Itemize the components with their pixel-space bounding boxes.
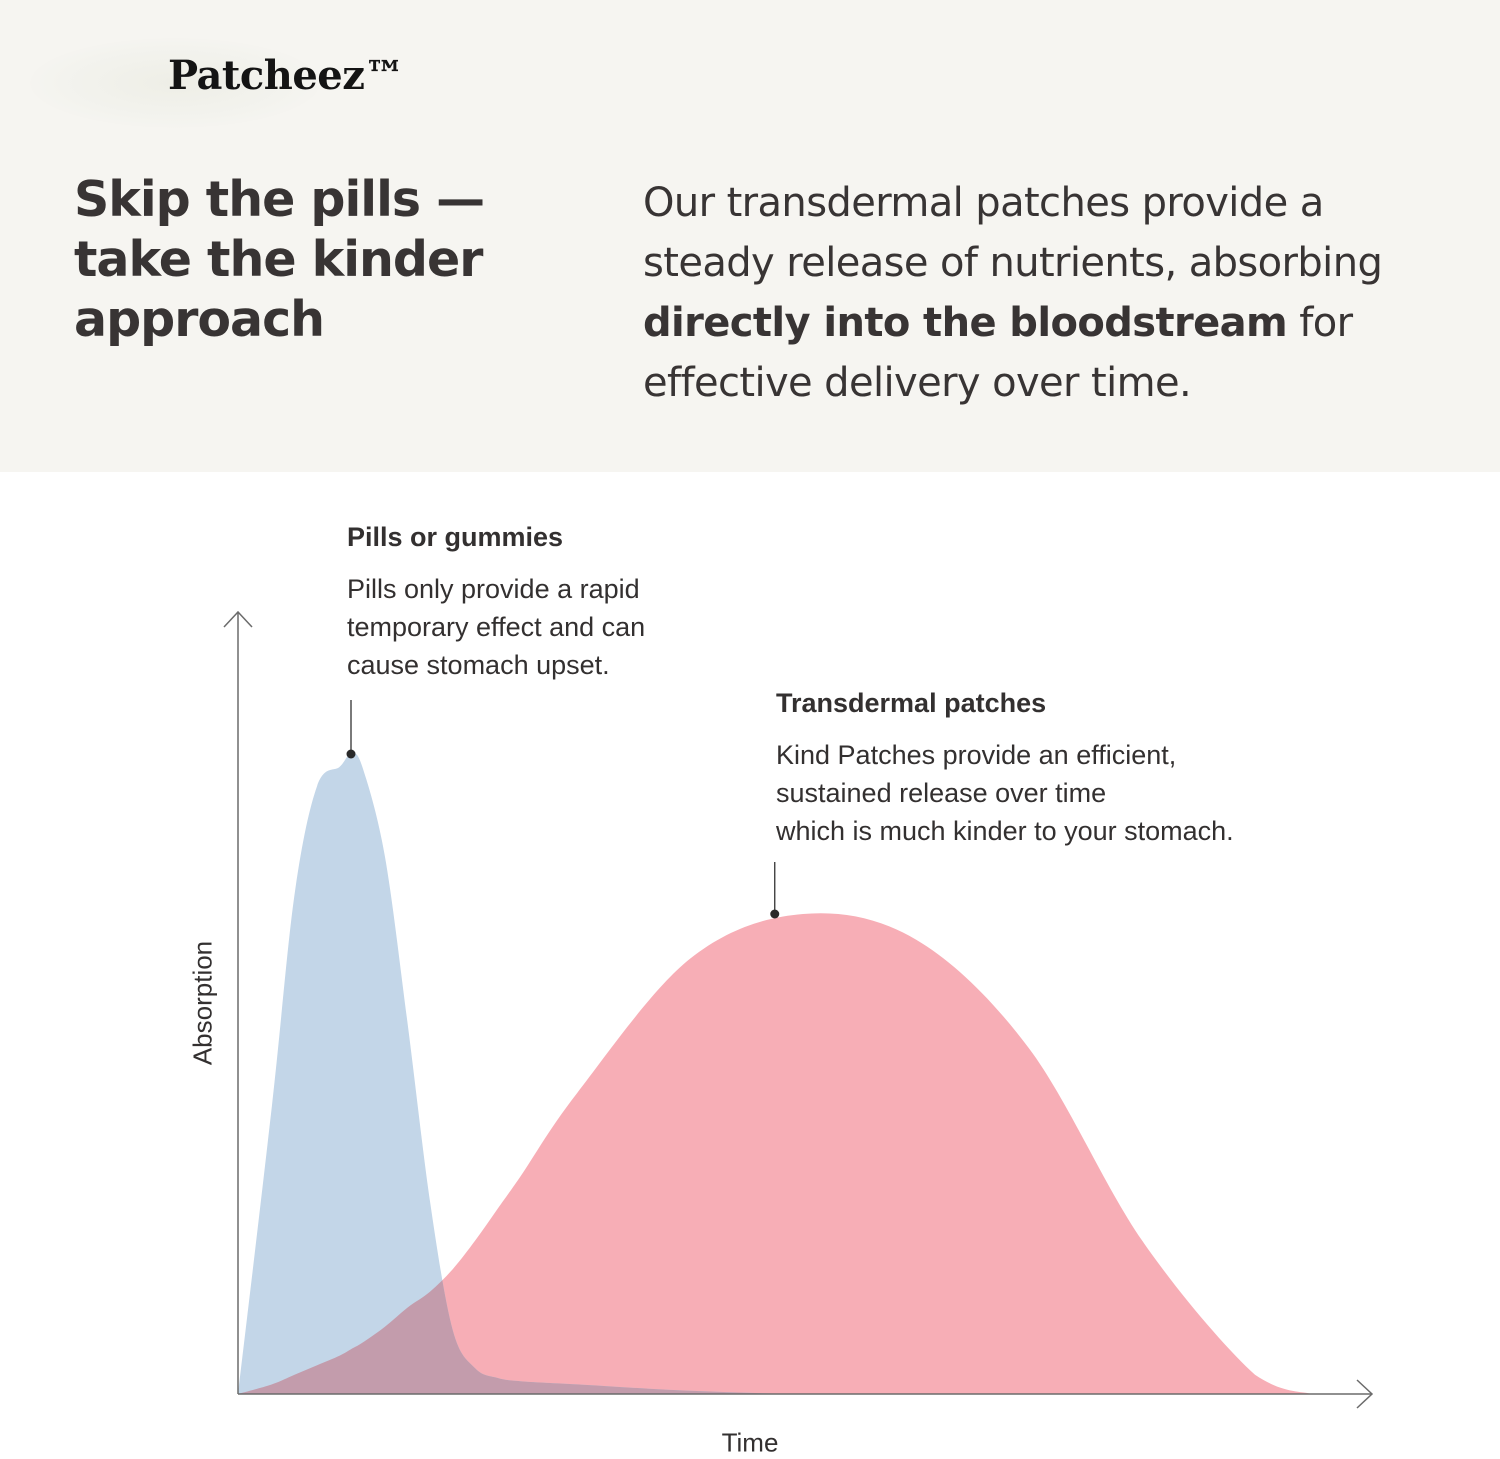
x-axis-arrowhead — [1356, 1379, 1374, 1409]
series-area-transdermal-patches — [238, 913, 1312, 1394]
annotation-text-line: Kind Patches provide an efficient, — [776, 740, 1177, 770]
annotation-peak-dot — [346, 749, 356, 759]
annotation-text-line: sustained release over time — [776, 778, 1107, 808]
logo-background-shape — [30, 38, 320, 128]
annotation-text-patches: Kind Patches provide an efficient, susta… — [776, 736, 1234, 850]
annotation-title-patches: Transdermal patches — [776, 688, 1047, 718]
hero-section: Patcheez™ Skip the pills — take the kind… — [0, 0, 1500, 472]
hero-description: Our transdermal patches provide a steady… — [643, 173, 1423, 413]
description-text-bold: directly into the bloodstream — [643, 300, 1288, 346]
annotation-text-line: temporary effect and can — [347, 612, 646, 642]
brand-logo: Patcheez™ — [168, 52, 404, 99]
absorption-chart-svg — [223, 610, 1374, 1409]
annotation-peak-dot — [770, 909, 780, 919]
annotation-text-line: cause stomach upset. — [347, 650, 610, 680]
description-text-start: Our transdermal patches provide a steady… — [643, 180, 1383, 286]
y-axis-arrowhead — [223, 610, 253, 628]
annotation-text-pills: Pills only provide a rapid temporary eff… — [347, 570, 645, 684]
description-text-end: for effective delivery over time. — [643, 300, 1353, 406]
y-axis-label: Absorption — [187, 940, 218, 1066]
annotation-text-line: which is much kinder to your stomach. — [776, 816, 1234, 846]
x-axis-label: Time — [721, 1427, 779, 1458]
annotation-title-pills: Pills or gummies — [347, 522, 564, 552]
absorption-chart: Pills or gummies Pills only provide a ra… — [0, 472, 1500, 1456]
annotation-text-line: Pills only provide a rapid — [347, 574, 640, 604]
annotation-markers — [346, 700, 780, 919]
series-area-pills-or-gummies — [238, 753, 1312, 1394]
hero-headline: Skip the pills — take the kinder approac… — [74, 171, 485, 348]
